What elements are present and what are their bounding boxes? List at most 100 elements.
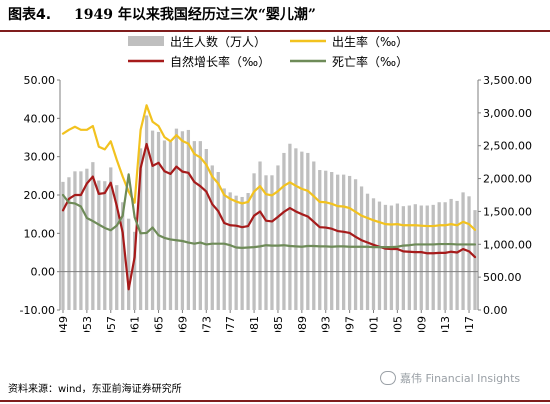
births-bar (389, 205, 394, 310)
births-bar (318, 170, 322, 310)
x-tick-label: 1969 (176, 316, 189, 332)
births-bar (258, 161, 262, 310)
left-tick-label: 20.00 (24, 189, 56, 202)
births-bar (150, 130, 155, 310)
right-tick-label: 0.00 (483, 304, 508, 317)
births-bar (109, 167, 113, 310)
x-tick-label: 2017 (463, 316, 476, 332)
births-bar (365, 193, 370, 310)
births-bar (407, 205, 411, 310)
births-bar (300, 151, 304, 310)
source-note: 资料来源：wind，东亚前海证券研究所 (8, 384, 182, 395)
births-bar (73, 171, 77, 310)
x-tick-label: 2005 (391, 316, 404, 332)
x-tick-label: 1985 (272, 316, 285, 332)
births-bar (383, 204, 388, 310)
births-bar (467, 196, 471, 310)
legend-label: 出生人数（万人） (170, 34, 266, 49)
left-tick-label: 0.00 (31, 266, 56, 279)
legend-label: 出生率（‰） (332, 34, 408, 49)
births-bar (240, 196, 244, 310)
births-bar (192, 141, 196, 310)
x-tick-label: 1965 (153, 316, 166, 332)
right-tick-label: 2,500.00 (483, 140, 532, 153)
left-tick-label: 30.00 (24, 151, 56, 164)
births-bar (461, 192, 465, 310)
births-bar (180, 131, 185, 310)
x-tick-label: 1961 (129, 316, 142, 332)
births-bar (282, 152, 286, 310)
births-bar (67, 177, 71, 310)
births-bar (431, 204, 435, 310)
births-bar (156, 131, 161, 310)
births-bar (312, 161, 316, 310)
births-bar (371, 198, 376, 310)
death-rate-line (61, 173, 477, 249)
births-bar (324, 170, 328, 310)
births-bar (413, 204, 417, 310)
right-tick-label: 1,500.00 (483, 205, 532, 218)
births-bar (353, 179, 358, 310)
x-tick-label: 2009 (415, 316, 428, 332)
births-bar (425, 205, 429, 310)
legend-label: 死亡率（‰） (332, 54, 408, 69)
births-bar (336, 174, 340, 310)
births-bar (144, 115, 149, 311)
x-tick-label: 1973 (200, 316, 213, 332)
births-bar (288, 143, 292, 310)
legend-label: 自然增长率（‰） (170, 54, 270, 69)
right-tick-label: 2,000.00 (483, 173, 532, 186)
births-bar (138, 148, 143, 310)
figure-title: 1949 年以来我国经历过三次“婴儿潮” (74, 7, 316, 23)
births-bar (228, 192, 232, 310)
births-bar (210, 165, 214, 310)
births-bar (306, 152, 310, 310)
births-bar (395, 203, 400, 310)
x-tick-label: 2013 (439, 316, 452, 332)
natural-growth-line (61, 142, 477, 291)
births-bar (222, 188, 226, 310)
right-tick-label: 500.00 (483, 271, 522, 284)
births-bar (174, 128, 179, 310)
births-bar (168, 141, 173, 310)
right-tick-label: 1,000.00 (483, 238, 532, 251)
x-tick-label: 1953 (81, 316, 94, 332)
births-bar (121, 202, 125, 310)
births-bar (85, 168, 89, 310)
births-bar (401, 206, 405, 310)
right-tick-label: 3,000.00 (483, 107, 532, 120)
x-tick-label: 1977 (224, 316, 237, 332)
births-bar (198, 141, 202, 310)
births-bar (127, 218, 131, 310)
births-bar (342, 174, 346, 310)
births-bar (252, 173, 256, 310)
births-bar (97, 180, 101, 310)
footer-rule (0, 400, 550, 402)
birth-rate-line (61, 104, 477, 231)
births-bar (264, 175, 268, 310)
x-tick-label: 1949 (57, 316, 70, 332)
births-bar (216, 172, 220, 310)
births-bar (204, 149, 208, 310)
births-bar (455, 200, 459, 310)
births-bar (79, 171, 83, 310)
births-bar (437, 202, 441, 310)
births-bar (133, 231, 137, 310)
left-tick-label: 10.00 (24, 227, 56, 240)
x-tick-label: 1981 (248, 316, 261, 332)
watermark: 嘉伟 Financial Insights (380, 370, 520, 386)
x-tick-label: 1997 (344, 316, 357, 332)
births-bar (473, 210, 477, 310)
x-tick-label: 2001 (368, 316, 381, 332)
x-tick-label: 1957 (105, 316, 118, 332)
births-bar (294, 148, 298, 310)
figure-label: 图表4. (8, 7, 52, 23)
population-chart: -10.00 0.00 10.00 20.00 30.00 40.00 50.00 0.00 5… (20, 34, 532, 332)
births-bar (270, 175, 274, 310)
births-bar (347, 175, 352, 310)
births-bar (330, 172, 334, 310)
births-bar (91, 162, 95, 310)
figure-header: 图表4. 1949 年以来我国经历过三次“婴儿潮” (0, 0, 550, 32)
wechat-icon (380, 371, 396, 385)
left-tick-label: 50.00 (24, 74, 56, 87)
